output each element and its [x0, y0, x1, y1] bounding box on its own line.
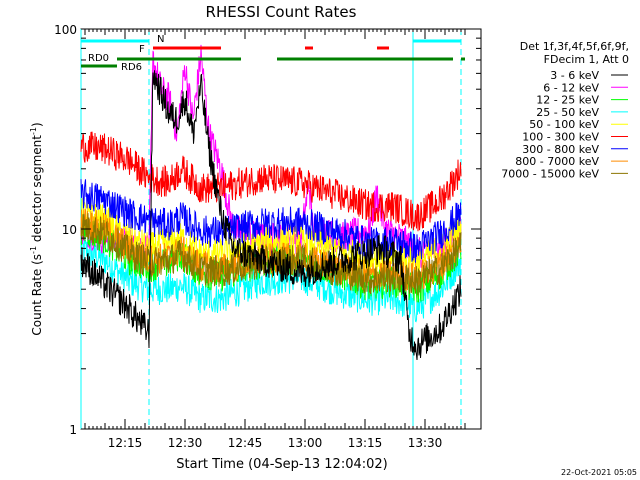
legend-header-line-1: Det 1f,3f,4f,5f,6f,9f,: [520, 40, 629, 53]
legend-header-line-2: FDecim 1, Att 0: [544, 53, 629, 66]
series-line-3-6kev: [80, 70, 462, 361]
y-label-main: Count Rate (s: [30, 254, 44, 336]
y-axis-label: Count Rate (s-1 detector segment-1): [29, 122, 44, 335]
legend-entry-label: 50 - 100 keV: [529, 118, 599, 131]
x-tick-label: 13:15: [348, 436, 383, 450]
generation-timestamp: 22-Oct-2021 05:05: [561, 468, 637, 477]
series-line-100-300kev: [80, 131, 462, 232]
legend-entry-label: 300 - 800 keV: [522, 143, 599, 156]
y-label-mid: detector segment: [30, 135, 44, 246]
x-tick-label: 12:15: [108, 436, 143, 450]
y-tick-label: 100: [54, 23, 77, 37]
status-bars: [81, 39, 465, 68]
y-label-sup2: -1: [29, 127, 38, 135]
flare-label: F: [139, 44, 145, 55]
y-label-sup1: -1: [29, 246, 38, 254]
rd6-label: RD6: [121, 62, 142, 73]
x-axis-label: Start Time (04-Sep-13 12:04:02): [176, 457, 387, 472]
legend-entry-label: 100 - 300 keV: [522, 131, 599, 144]
x-tick-label: 13:30: [408, 436, 443, 450]
legend-entry-label: 6 - 12 keV: [543, 81, 599, 94]
x-axis: 12:15 12:30 12:45 13:00 13:15 13:30: [84, 29, 466, 450]
x-tick-label: 12:30: [168, 436, 203, 450]
night-label: N: [157, 34, 164, 45]
series-line-300-800kev: [80, 179, 462, 263]
y-label-end: ): [30, 122, 44, 127]
rd0-label: RD0: [88, 53, 109, 64]
y-tick-label: 1: [69, 423, 77, 437]
y-axis: 1 10 100: [54, 23, 481, 437]
y-tick-label: 10: [62, 223, 77, 237]
legend: Det 1f,3f,4f,5f,6f,9f, FDecim 1, Att 0 3…: [501, 40, 629, 180]
legend-entry-label: 12 - 25 keV: [536, 94, 599, 107]
chart-title: RHESSI Count Rates: [206, 3, 357, 21]
legend-entry-label: 800 - 7000 keV: [515, 155, 599, 168]
series-lines: [80, 44, 462, 361]
x-tick-label: 12:45: [228, 436, 263, 450]
series-line-25-50kev: [80, 233, 462, 323]
legend-entry-label: 25 - 50 keV: [536, 106, 599, 119]
legend-entry-label: 3 - 6 keV: [550, 69, 599, 82]
legend-entry-label: 7000 - 15000 keV: [501, 167, 599, 180]
x-tick-label: 13:00: [288, 436, 323, 450]
